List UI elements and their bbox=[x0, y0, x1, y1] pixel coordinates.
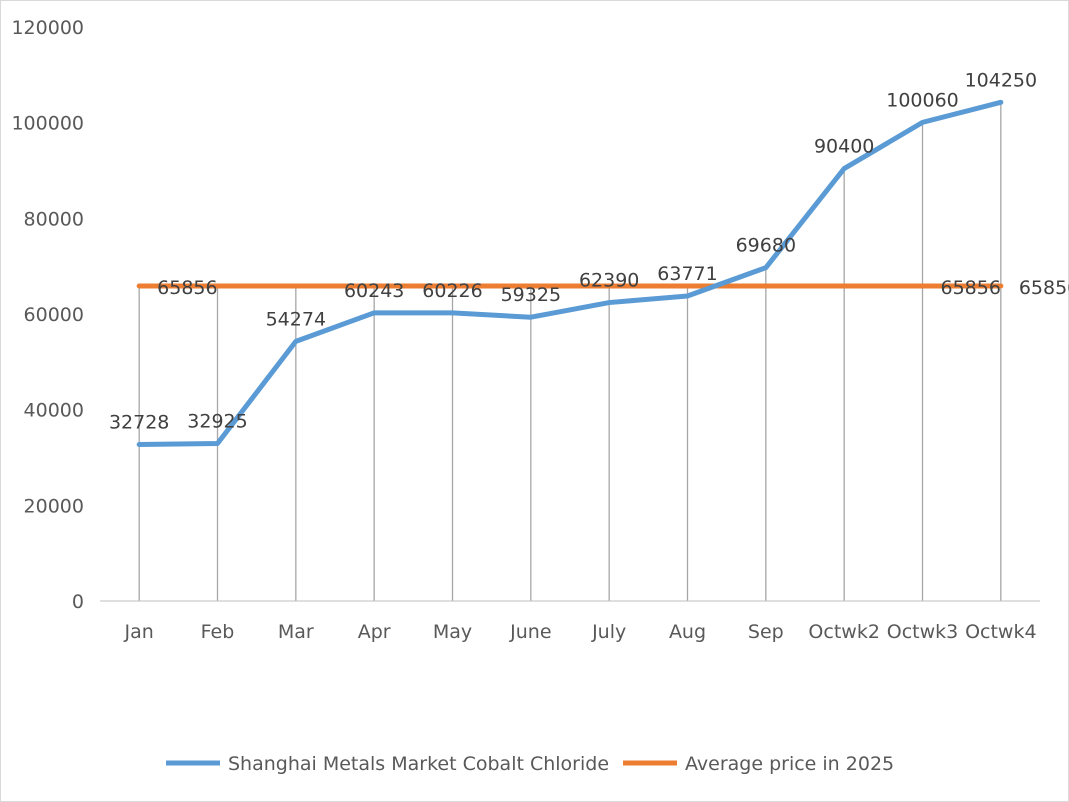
legend-label: Shanghai Metals Market Cobalt Chloride bbox=[228, 753, 609, 775]
x-tick-label: Octwk2 bbox=[808, 621, 879, 643]
data-label: 54274 bbox=[266, 308, 326, 330]
data-label: 32728 bbox=[109, 411, 169, 433]
data-label: 69680 bbox=[736, 235, 796, 257]
x-tick-label: Feb bbox=[201, 621, 235, 643]
data-label: 63771 bbox=[657, 263, 717, 285]
data-label: 60226 bbox=[422, 280, 482, 302]
data-label: 65856 bbox=[157, 277, 217, 299]
y-tick-label: 100000 bbox=[11, 113, 84, 135]
x-tick-label: Mar bbox=[278, 621, 314, 643]
data-label: 32925 bbox=[187, 411, 247, 433]
x-tick-label: Apr bbox=[358, 621, 391, 643]
x-tick-label: May bbox=[433, 621, 472, 643]
data-label: 100060 bbox=[886, 89, 959, 111]
data-label: 59325 bbox=[501, 284, 561, 306]
data-label: 104250 bbox=[965, 69, 1038, 91]
data-label: 65856 bbox=[1019, 277, 1069, 299]
data-label: 62390 bbox=[579, 270, 639, 292]
x-tick-label: Sep bbox=[748, 621, 784, 643]
series-line-cobalt-chloride bbox=[136, 99, 1004, 447]
y-tick-label: 0 bbox=[72, 591, 84, 613]
x-tick-label: Jan bbox=[124, 621, 154, 643]
data-label: 65856 bbox=[941, 277, 1001, 299]
y-tick-label: 60000 bbox=[24, 304, 84, 326]
data-label: 90400 bbox=[814, 136, 874, 158]
x-tick-label: Octwk4 bbox=[965, 621, 1036, 643]
y-tick-label: 80000 bbox=[24, 208, 84, 230]
y-tick-label: 20000 bbox=[24, 495, 84, 517]
x-tick-label: June bbox=[509, 621, 551, 643]
y-tick-label: 40000 bbox=[24, 400, 84, 422]
legend-label: Average price in 2025 bbox=[685, 753, 894, 775]
x-tick-label: Aug bbox=[669, 621, 706, 643]
y-tick-label: 120000 bbox=[11, 17, 84, 39]
data-label: 60243 bbox=[344, 280, 404, 302]
x-tick-label: July bbox=[591, 621, 626, 643]
x-tick-label: Octwk3 bbox=[887, 621, 958, 643]
